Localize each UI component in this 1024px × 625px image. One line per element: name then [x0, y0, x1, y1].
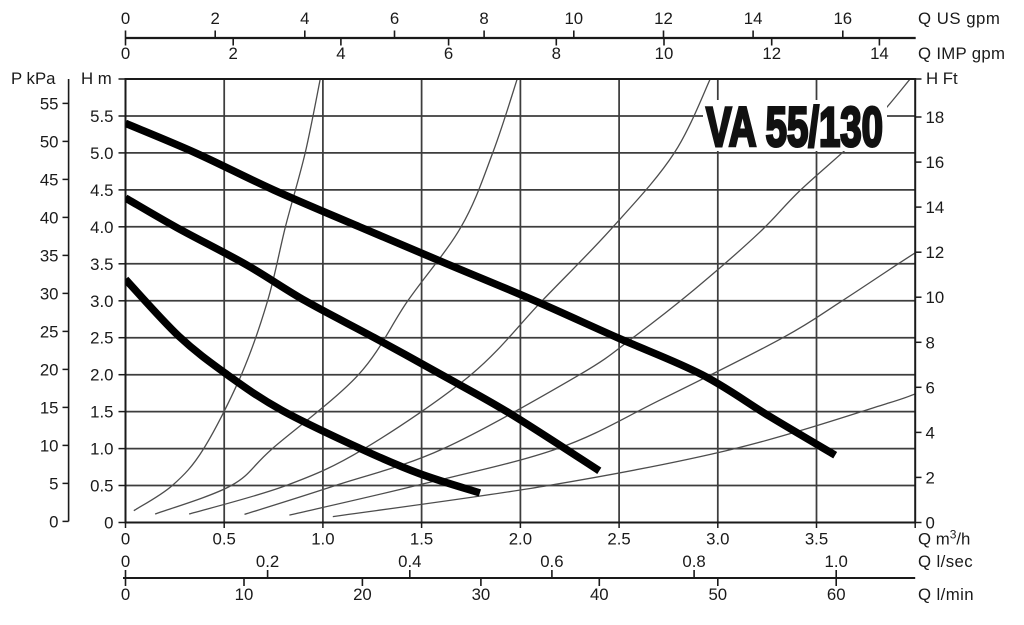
svg-text:16: 16: [926, 153, 945, 172]
svg-text:12: 12: [926, 243, 945, 262]
svg-text:P kPa: P kPa: [11, 69, 56, 88]
svg-text:10: 10: [926, 288, 945, 307]
svg-text:40: 40: [590, 585, 609, 604]
svg-text:H Ft: H Ft: [926, 69, 958, 88]
svg-text:40: 40: [40, 208, 59, 227]
svg-text:12: 12: [654, 9, 673, 28]
svg-text:16: 16: [833, 9, 852, 28]
svg-text:Q l/min: Q l/min: [918, 585, 974, 604]
svg-text:0: 0: [104, 514, 113, 533]
svg-text:5.5: 5.5: [90, 107, 113, 126]
svg-text:18: 18: [926, 108, 945, 127]
svg-text:3.5: 3.5: [805, 530, 828, 549]
svg-text:50: 50: [40, 132, 59, 151]
svg-text:0.5: 0.5: [213, 530, 236, 549]
svg-text:4: 4: [926, 423, 935, 442]
svg-text:Q IMP gpm: Q IMP gpm: [918, 44, 1005, 63]
svg-text:45: 45: [40, 170, 59, 189]
svg-text:1.0: 1.0: [825, 552, 848, 571]
svg-text:6: 6: [444, 44, 453, 63]
svg-text:15: 15: [40, 398, 59, 417]
svg-text:3.0: 3.0: [90, 292, 113, 311]
svg-text:Q US gpm: Q US gpm: [918, 9, 1000, 28]
svg-text:20: 20: [353, 585, 372, 604]
svg-text:8: 8: [926, 333, 935, 352]
svg-text:14: 14: [870, 44, 889, 63]
svg-text:14: 14: [926, 198, 945, 217]
svg-text:0: 0: [121, 9, 130, 28]
svg-text:0: 0: [121, 530, 130, 549]
svg-text:0: 0: [121, 44, 130, 63]
svg-text:3.5: 3.5: [90, 255, 113, 274]
svg-text:50: 50: [708, 585, 727, 604]
svg-text:60: 60: [827, 585, 846, 604]
svg-text:0.4: 0.4: [398, 552, 421, 571]
svg-text:10: 10: [40, 436, 59, 455]
svg-text:2.0: 2.0: [509, 530, 532, 549]
svg-text:5: 5: [49, 474, 58, 493]
svg-text:0: 0: [49, 512, 58, 531]
svg-text:14: 14: [744, 9, 763, 28]
svg-text:1.5: 1.5: [410, 530, 433, 549]
svg-text:2: 2: [229, 44, 238, 63]
svg-text:0: 0: [121, 585, 130, 604]
svg-text:0: 0: [926, 514, 935, 533]
svg-text:6: 6: [926, 378, 935, 397]
svg-text:2.5: 2.5: [607, 530, 630, 549]
svg-text:0.5: 0.5: [90, 477, 113, 496]
svg-text:5.0: 5.0: [90, 144, 113, 163]
svg-text:Q m3/h: Q m3/h: [918, 528, 970, 549]
svg-text:4.0: 4.0: [90, 218, 113, 237]
svg-text:0.6: 0.6: [540, 552, 563, 571]
svg-text:2: 2: [211, 9, 220, 28]
svg-text:VA 55/130: VA 55/130: [706, 97, 883, 159]
svg-text:2.0: 2.0: [90, 366, 113, 385]
svg-text:Q l/sec: Q l/sec: [918, 552, 973, 571]
svg-text:0: 0: [121, 552, 130, 571]
svg-text:4: 4: [336, 44, 345, 63]
svg-text:3.0: 3.0: [706, 530, 729, 549]
svg-text:12: 12: [762, 44, 781, 63]
svg-text:0.2: 0.2: [256, 552, 279, 571]
svg-text:20: 20: [40, 360, 59, 379]
svg-text:6: 6: [390, 9, 399, 28]
svg-text:55: 55: [40, 94, 59, 113]
svg-text:H m: H m: [81, 69, 112, 88]
svg-text:0.8: 0.8: [682, 552, 705, 571]
svg-text:2.5: 2.5: [90, 329, 113, 348]
svg-text:2: 2: [926, 468, 935, 487]
svg-text:1.0: 1.0: [311, 530, 334, 549]
svg-text:4.5: 4.5: [90, 181, 113, 200]
svg-text:10: 10: [235, 585, 254, 604]
svg-text:25: 25: [40, 322, 59, 341]
svg-text:10: 10: [655, 44, 674, 63]
svg-text:4: 4: [300, 9, 309, 28]
svg-text:10: 10: [564, 9, 583, 28]
svg-text:8: 8: [479, 9, 488, 28]
svg-text:35: 35: [40, 246, 59, 265]
svg-text:8: 8: [552, 44, 561, 63]
svg-text:1.5: 1.5: [90, 403, 113, 422]
svg-text:1.0: 1.0: [90, 440, 113, 459]
svg-text:30: 30: [472, 585, 491, 604]
svg-text:30: 30: [40, 284, 59, 303]
